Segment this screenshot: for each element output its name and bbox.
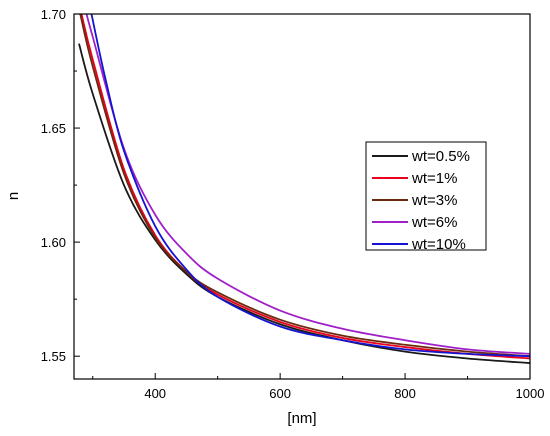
plot-frame <box>73 13 531 380</box>
x-tick-label: 800 <box>394 386 416 401</box>
x-tick-label: 600 <box>269 386 291 401</box>
legend-label: wt=0.5% <box>411 148 470 165</box>
y-tick-label: 1.55 <box>41 349 66 364</box>
series-line-3 <box>79 14 530 358</box>
x-tick-label: 1000 <box>516 386 545 401</box>
series-line-2 <box>80 14 530 360</box>
legend: wt=0.5% wt=1% wt=3% wt=6% wt=10% <box>365 141 487 253</box>
x-axis-title: [nm] <box>287 410 316 427</box>
ticks-layer: 400 600 800 1000 1.55 1.60 1.65 1.70 <box>41 7 545 401</box>
y-tick-label: 1.70 <box>41 7 66 22</box>
series-line-5 <box>90 14 530 358</box>
y-tick-label: 1.65 <box>41 121 66 136</box>
series-layer <box>78 14 530 364</box>
legend-box <box>365 141 487 251</box>
x-tick-label: 400 <box>144 386 166 401</box>
legend-label: wt=3% <box>411 192 457 209</box>
y-tick-label: 1.60 <box>41 235 66 250</box>
legend-label: wt=1% <box>411 170 457 187</box>
legend-label: wt=10% <box>411 236 466 253</box>
legend-label: wt=6% <box>411 214 457 231</box>
y-axis-title: n <box>5 192 22 200</box>
